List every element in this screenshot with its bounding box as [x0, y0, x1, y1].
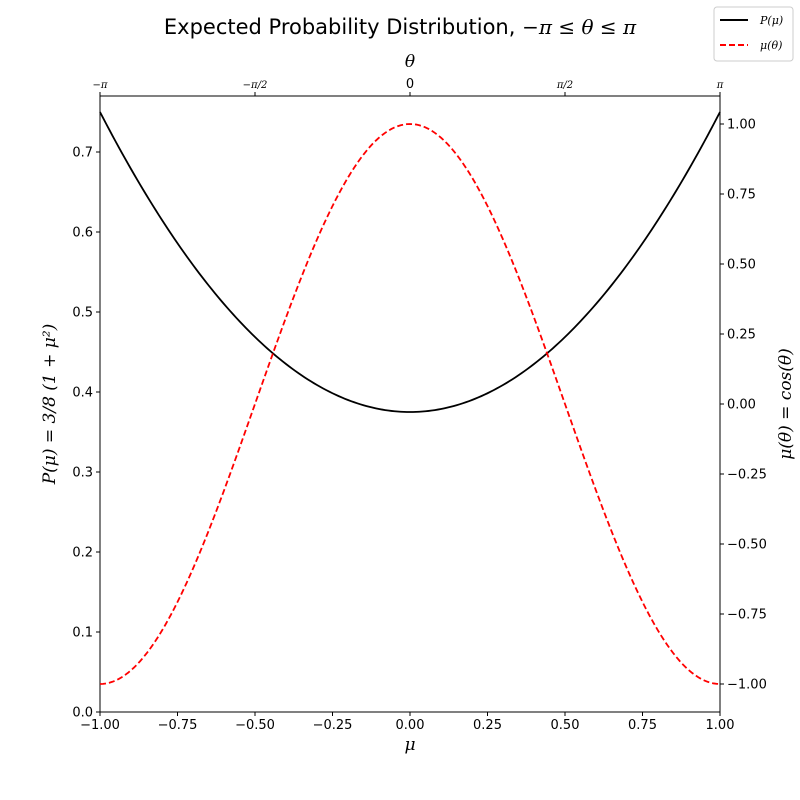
y-tick-label: 0.0	[72, 706, 93, 721]
chart-title-math: −π ≤ θ ≤ π	[522, 15, 637, 39]
top-x-tick-label: −π	[93, 80, 108, 91]
right-y-tick-label: −1.00	[727, 678, 767, 693]
y-tick-label: 0.7	[72, 146, 93, 161]
right-y-axis-label: μ(θ) = cos(θ)	[776, 348, 796, 460]
x-tick-label: −1.00	[80, 718, 120, 733]
right-y-tick-label: −0.25	[727, 468, 767, 483]
top-x-tick-label: π	[716, 80, 724, 91]
right-y-tick-label: 0.25	[727, 328, 756, 343]
series-lines	[99, 111, 721, 685]
chart-title-text: Expected Probability Distribution,	[164, 15, 522, 39]
axis-ticks: −1.00 −0.75 −0.50 −0.25 0.00 0.25 0.50 0.75 1.00…	[72, 77, 767, 733]
legend: P(μ) μ(θ)	[713, 6, 794, 62]
legend-label-mu-theta: μ(θ)	[760, 39, 782, 52]
chart-title: Expected Probability Distribution, −π ≤ …	[164, 15, 637, 39]
y-tick-label: 0.2	[72, 546, 93, 561]
top-x-tick-label: −π/2	[243, 80, 268, 91]
x-tick-label: −0.50	[235, 718, 275, 733]
x-tick-label: 0.75	[628, 718, 657, 733]
x-tick-label: 0.25	[473, 718, 502, 733]
y-axis-label: P(μ) = 3/8 (1 + μ²)	[40, 324, 60, 486]
right-y-tick-label: 0.00	[727, 398, 756, 413]
series-line-p-mu	[99, 111, 721, 413]
right-y-tick-label: 0.50	[727, 258, 756, 273]
right-y-tick-label: −0.50	[727, 538, 767, 553]
x-tick-label: 0.50	[551, 718, 580, 733]
right-y-tick-label: −0.75	[727, 608, 767, 623]
y-tick-label: 0.3	[72, 466, 93, 481]
svg-text:Expected Probability Distribut: Expected Probability Distribution, −π ≤ …	[164, 15, 637, 39]
x-tick-label: 1.00	[706, 718, 735, 733]
x-tick-label: −0.25	[313, 718, 353, 733]
top-x-tick-label: π/2	[556, 80, 573, 91]
x-tick-label: 0.00	[396, 718, 425, 733]
y-tick-label: 0.5	[72, 306, 93, 321]
x-tick-label: −0.75	[158, 718, 198, 733]
legend-label-p-mu: P(μ)	[759, 14, 783, 27]
y-tick-label: 0.4	[72, 386, 93, 401]
top-x-axis-label: θ	[405, 52, 415, 72]
right-y-tick-label: 0.75	[727, 188, 756, 203]
top-x-tick-label: 0	[406, 77, 414, 92]
x-axis-label: μ	[404, 735, 415, 755]
series-line-mu-theta	[99, 123, 721, 685]
right-y-tick-label: 1.00	[727, 118, 756, 133]
y-tick-label: 0.1	[72, 626, 93, 641]
y-tick-label: 0.6	[72, 226, 93, 241]
